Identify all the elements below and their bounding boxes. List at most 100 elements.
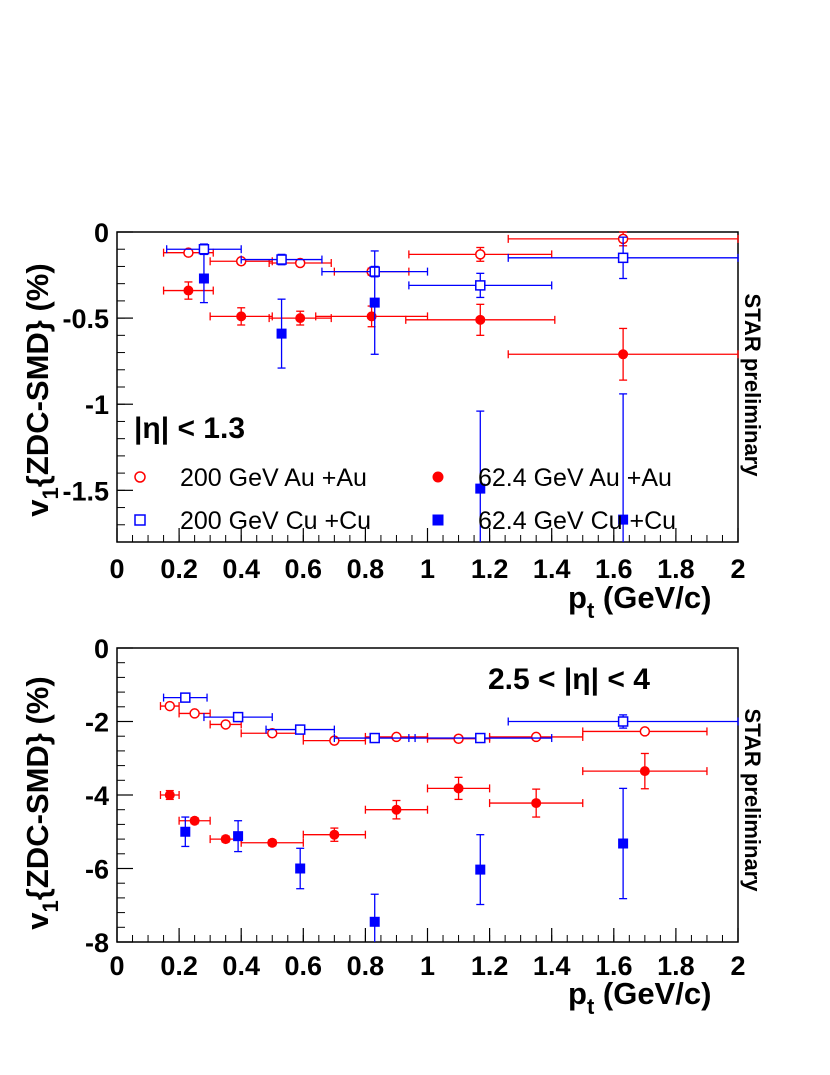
y-axis-title: v1{ZDC-SMD} (%) [20, 676, 63, 929]
series-200-gev-au-au [162, 231, 739, 277]
legend-label: 200 GeV Au +Au [180, 464, 367, 492]
x-tick-label: 0.6 [285, 554, 323, 584]
legend-entry: 62.4 GeV Au +Au [432, 464, 672, 492]
x-tick-label: 0.4 [222, 951, 260, 981]
series-62-4-gev-au-au [162, 281, 739, 381]
legend: 200 GeV Au +Au 62.4 GeV Au +Au 200 GeV Cu … [134, 464, 676, 535]
data-point [475, 834, 486, 906]
x-axis-title: pt (GeV/c) [568, 976, 711, 1019]
x-tick-label: 2 [730, 951, 745, 981]
x-tick-label: 0.2 [160, 951, 198, 981]
point-marker [618, 514, 629, 525]
data-point [475, 410, 486, 542]
point-marker [267, 728, 278, 739]
point-marker [164, 700, 176, 712]
top-panel: 0 0.2 0.4 0.6 0.8 1 1.2 1.4 1.6 1.8 2 0 -0.5 -1 -1.5 pt… [20, 218, 765, 623]
x-tick-label: 1.8 [657, 951, 695, 981]
y-tick-label: -2 [85, 708, 109, 738]
data-point [369, 250, 380, 355]
point-marker [164, 790, 175, 800]
data-point [488, 788, 584, 818]
data-point [240, 253, 323, 266]
data-point [426, 776, 491, 801]
data-point [203, 711, 273, 723]
x-tick-label: 0 [109, 554, 124, 584]
point-marker [369, 732, 380, 744]
data-point [268, 310, 332, 326]
eta-cut-label: |η| < 1.3 [134, 412, 245, 445]
point-marker [183, 247, 194, 258]
data-point [369, 893, 380, 942]
data-point [408, 732, 553, 744]
point-marker [276, 328, 287, 339]
legend-entry: 62.4 GeV Cu +Cu [432, 507, 676, 535]
x-tick-label: 0.2 [160, 554, 198, 584]
x-tick-label: 0.8 [347, 951, 385, 981]
data-point [618, 393, 629, 542]
y-tick-label: -1 [85, 390, 109, 420]
point-marker [183, 285, 194, 296]
point-marker [369, 297, 380, 308]
data-point [162, 692, 208, 703]
y-tick-label: -0.5 [62, 304, 109, 334]
point-marker [276, 254, 287, 265]
star-preliminary-label: STAR preliminary [740, 294, 765, 478]
x-tick-label: 1.4 [533, 554, 571, 584]
data-point [276, 298, 287, 369]
point-marker [189, 708, 200, 719]
point-marker [295, 313, 306, 324]
point-marker [475, 732, 486, 744]
point-marker [294, 257, 306, 269]
data-point [180, 816, 191, 848]
point-marker [366, 311, 377, 322]
star-preliminary-label: STAR preliminary [740, 709, 765, 893]
y-tick-label: -4 [85, 781, 109, 811]
point-marker [618, 349, 629, 360]
data-point [302, 827, 367, 842]
point-marker [232, 711, 244, 723]
data-point [159, 789, 180, 801]
data-point [405, 303, 556, 336]
x-tick-label: 0.8 [347, 554, 385, 584]
series-62-4-gev-cu-cu [198, 250, 629, 542]
point-marker [475, 864, 486, 875]
x-tick-label: 1 [420, 554, 435, 584]
data-point [162, 281, 214, 300]
x-tick-label: 0.6 [285, 951, 323, 981]
legend-entry: 200 GeV Au +Au [134, 464, 367, 492]
data-point [159, 700, 180, 712]
y-tick-label: -6 [85, 855, 109, 885]
point-marker [295, 863, 306, 874]
point-marker [180, 826, 191, 837]
point-marker [475, 483, 486, 494]
data-point [582, 726, 708, 737]
point-marker [369, 916, 380, 927]
legend-label: 62.4 GeV Au +Au [478, 464, 672, 492]
y-axis-title: v1{ZDC-SMD} (%) [20, 263, 63, 516]
legend-label: 62.4 GeV Cu +Cu [478, 507, 676, 535]
eta-cut-label: 2.5 < |η| < 4 [488, 663, 650, 696]
point-marker [236, 311, 247, 322]
data-point [507, 714, 739, 729]
data-point [209, 719, 242, 730]
data-point [507, 327, 739, 381]
point-marker [617, 252, 629, 264]
x-axis-title: pt (GeV/c) [568, 580, 711, 623]
y-tick-label: 0 [94, 634, 109, 664]
point-marker [618, 838, 629, 849]
point-marker [530, 731, 542, 743]
point-marker [198, 273, 209, 284]
x-tick-label: 2 [730, 554, 745, 584]
legend-label: 200 GeV Cu +Cu [180, 507, 371, 535]
point-marker [617, 716, 629, 727]
data-point [265, 724, 336, 735]
point-marker [453, 783, 464, 794]
series-62-4-gev-au-au [159, 752, 708, 848]
point-marker [329, 829, 340, 840]
data-point [315, 305, 429, 328]
data-point [295, 847, 306, 890]
data-point [618, 787, 629, 900]
point-marker [531, 798, 542, 809]
x-tick-label: 1.2 [471, 951, 509, 981]
